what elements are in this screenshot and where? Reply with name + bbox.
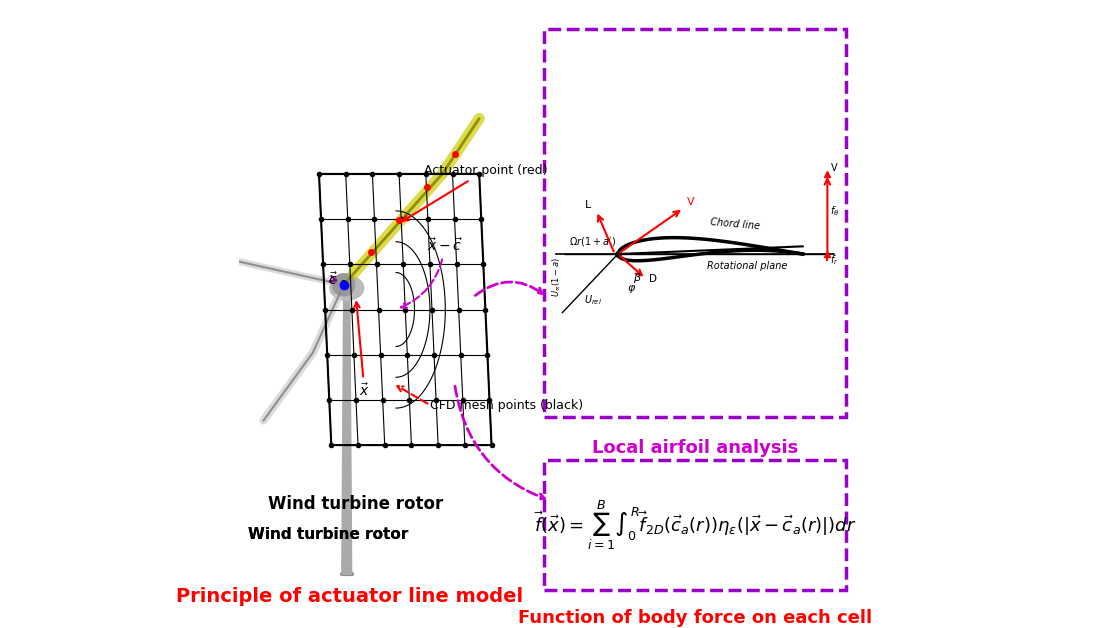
Text: O: O [340, 280, 348, 290]
Ellipse shape [329, 276, 363, 300]
Text: CFD mesh points (black): CFD mesh points (black) [430, 399, 583, 411]
Text: Principle of actuator line model: Principle of actuator line model [176, 587, 523, 605]
Text: D: D [649, 274, 656, 284]
Text: Wind turbine rotor: Wind turbine rotor [248, 527, 408, 542]
Text: $\varphi$: $\varphi$ [627, 283, 637, 295]
Text: $\vec{x}$: $\vec{x}$ [354, 302, 370, 399]
Text: Local airfoil analysis: Local airfoil analysis [592, 439, 798, 457]
Text: Actuator point (red): Actuator point (red) [404, 164, 547, 220]
Text: V: V [687, 197, 695, 207]
Text: $f_r$: $f_r$ [830, 253, 839, 267]
Text: Function of body force on each cell: Function of body force on each cell [517, 609, 872, 627]
Text: $\Omega r(1+a')$: $\Omega r(1+a')$ [569, 236, 616, 248]
Polygon shape [341, 297, 351, 575]
Text: V: V [830, 163, 837, 173]
Text: Wind turbine rotor: Wind turbine rotor [268, 495, 443, 512]
Text: Wind turbine rotor: Wind turbine rotor [248, 527, 408, 542]
Text: $\beta$: $\beta$ [633, 271, 642, 284]
Text: $\vec{x} - \vec{c}$: $\vec{x} - \vec{c}$ [400, 237, 463, 308]
Text: Chord line: Chord line [710, 217, 760, 231]
Circle shape [333, 274, 354, 296]
Text: $\vec{c}$: $\vec{c}$ [328, 271, 338, 288]
Text: Rotational plane: Rotational plane [707, 261, 788, 271]
Text: $U_{rel}$: $U_{rel}$ [584, 293, 602, 307]
Text: $f_\theta$: $f_\theta$ [830, 204, 840, 218]
Text: L: L [585, 200, 592, 210]
Text: $\vec{f}(\vec{x}) = \sum_{i=1}^{B}\int_0^R\vec{f}_{2D}(\vec{c}_a(r))\eta_\vareps: $\vec{f}(\vec{x}) = \sum_{i=1}^{B}\int_0… [534, 499, 857, 552]
Text: $U_\infty(1-a)$: $U_\infty(1-a)$ [550, 257, 562, 297]
